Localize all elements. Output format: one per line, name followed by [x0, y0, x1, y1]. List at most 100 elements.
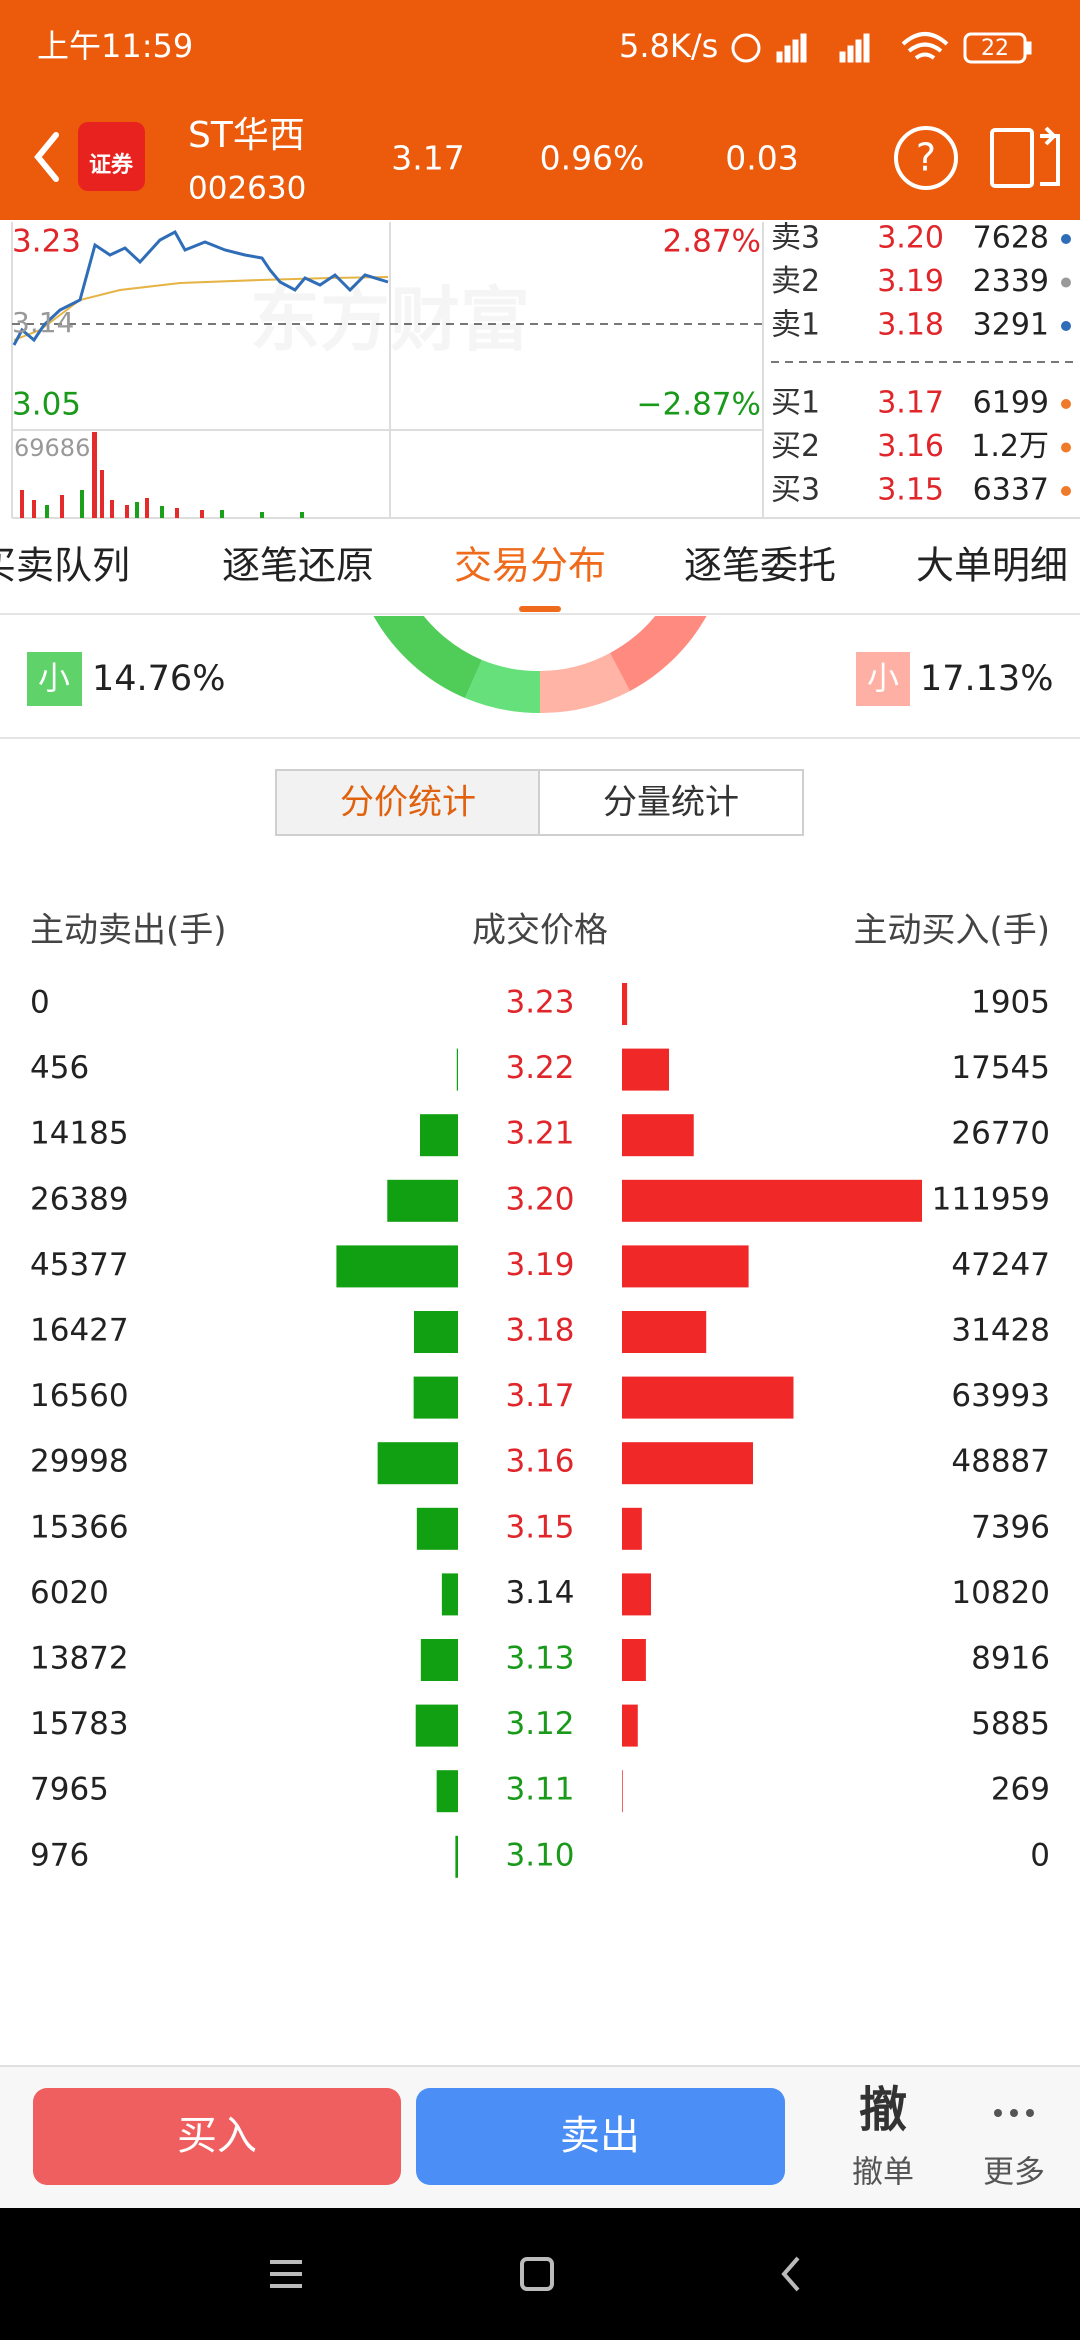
trade-price: 3.16 [505, 1444, 574, 1480]
sell-bar [415, 1704, 458, 1747]
sell-volume: 15366 [30, 1509, 129, 1545]
book-dot [1061, 486, 1071, 496]
book-price: 3.19 [877, 264, 944, 299]
status-battery: 22 [981, 36, 1009, 61]
small-sell-pct: 14.76% [92, 659, 225, 699]
low-pct: −2.87% [637, 387, 761, 423]
price-line [12, 229, 389, 346]
logo [78, 122, 145, 191]
buy-bar [622, 1245, 749, 1288]
sell-volume: 0 [30, 985, 50, 1021]
more-dots[interactable] [994, 2109, 1034, 2117]
book-label: 买3 [771, 473, 820, 508]
trade-price: 3.17 [505, 1378, 574, 1414]
book-dot [1061, 399, 1071, 409]
book-price: 3.15 [877, 473, 944, 508]
buy-volume: 1905 [971, 985, 1050, 1021]
sell-bar [456, 1048, 458, 1091]
status-icons [731, 32, 1032, 64]
trade-price: 3.15 [505, 1509, 574, 1545]
buy-volume: 111959 [932, 1181, 1050, 1217]
sell-volume: 6020 [30, 1575, 109, 1611]
trade-price: 3.18 [505, 1313, 574, 1349]
tab[interactable]: 买卖队列 [0, 544, 130, 588]
trade-price: 3.23 [505, 985, 574, 1021]
cancel-label[interactable]: 撤单 [852, 2155, 914, 2191]
tab[interactable]: 大单明细 [916, 544, 1068, 588]
high-price: 3.23 [12, 224, 81, 260]
book-price: 3.20 [877, 221, 944, 256]
sell-bar [419, 1114, 458, 1157]
volume-max: 69686 [14, 434, 90, 462]
watermark: 东方财富 [250, 279, 530, 361]
status-time: 上午11:59 [37, 27, 193, 65]
back-button[interactable] [34, 132, 59, 182]
sell-volume: 26389 [30, 1181, 129, 1217]
buy-volume: 0 [1030, 1837, 1050, 1873]
book-label: 买2 [771, 429, 820, 464]
switch-button[interactable] [990, 126, 1060, 188]
change: 0.03 [725, 139, 798, 178]
buy-bar [622, 1704, 638, 1747]
sell-volume: 14185 [30, 1116, 129, 1152]
high-pct: 2.87% [663, 224, 761, 260]
change-pct: 0.96% [540, 139, 645, 178]
low-price: 3.05 [12, 387, 81, 423]
sell-bar [377, 1442, 458, 1485]
sell-bar [336, 1245, 458, 1288]
book-price: 3.16 [877, 429, 944, 464]
buy-label: 买入 [177, 2113, 257, 2159]
buy-bar [622, 1376, 794, 1419]
header-bg [0, 0, 1080, 220]
tab[interactable]: 交易分布 [454, 544, 606, 588]
status-speed: 5.8K/s [619, 27, 718, 65]
sell-volume: 16560 [30, 1378, 129, 1414]
sell-volume: 15783 [30, 1706, 129, 1742]
tab-indicator [519, 606, 561, 612]
toggle-label: 分价统计 [340, 783, 476, 823]
book-dot [1061, 277, 1071, 288]
table-header: 成交价格 [472, 911, 608, 951]
volume-bars-down [45, 490, 304, 518]
book-dot [1061, 442, 1071, 453]
buy-volume: 5885 [971, 1706, 1050, 1742]
trade-price: 3.21 [505, 1116, 574, 1152]
sell-bar [413, 1311, 458, 1353]
sell-button[interactable] [416, 2088, 785, 2185]
tab[interactable]: 逐笔还原 [222, 544, 374, 588]
table-header: 主动卖出(手) [30, 911, 227, 951]
buy-volume: 7396 [971, 1509, 1050, 1545]
avg-line [13, 276, 389, 341]
toggle-option[interactable] [275, 769, 541, 836]
cancel-icon: 撤 [859, 2082, 907, 2138]
sell-label: 卖出 [560, 2113, 640, 2159]
small-buy-label: 小 [867, 659, 899, 697]
sell-volume: 29998 [30, 1444, 129, 1480]
price: 3.17 [391, 139, 464, 178]
nav-icons[interactable] [270, 2256, 800, 2292]
sell-volume: 45377 [30, 1247, 129, 1283]
sell-bar [436, 1770, 458, 1813]
more-label[interactable]: 更多 [983, 2155, 1045, 2191]
buy-bar [622, 1507, 642, 1550]
sell-volume: 13872 [30, 1641, 129, 1677]
buy-button[interactable] [33, 2088, 401, 2185]
help-button[interactable] [894, 126, 958, 190]
buy-bar [622, 1770, 623, 1813]
buy-volume: 10820 [951, 1575, 1050, 1611]
buy-bar [622, 983, 628, 1025]
sell-bar [387, 1179, 458, 1222]
donut [373, 616, 707, 714]
book-label: 卖2 [771, 264, 820, 299]
tab[interactable]: 逐笔委托 [684, 544, 836, 588]
toggle-option[interactable] [538, 769, 804, 836]
stock-code: 002630 [188, 171, 306, 207]
table-header: 主动买入(手) [853, 911, 1050, 951]
buy-bar [622, 1573, 651, 1616]
toggle-label: 分量统计 [603, 783, 739, 823]
trade-price: 3.14 [505, 1575, 574, 1611]
book-label: 买1 [771, 386, 820, 421]
book-label: 卖3 [771, 221, 820, 256]
